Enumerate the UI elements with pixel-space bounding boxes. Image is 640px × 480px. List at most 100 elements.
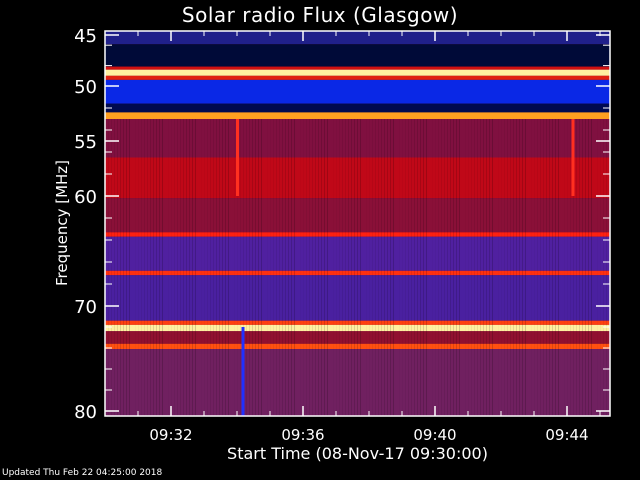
y-axis-label: Frequency [MHz] [53, 159, 71, 287]
texture-streak [591, 119, 592, 416]
texture-streak [432, 119, 433, 416]
texture-streak [174, 119, 175, 416]
texture-streak [351, 119, 352, 416]
updated-timestamp: Updated Thu Feb 22 04:25:00 2018 [2, 468, 163, 478]
texture-streak [381, 119, 382, 416]
texture-streak [258, 119, 259, 416]
texture-streak [228, 119, 229, 416]
texture-streak [315, 119, 316, 416]
texture-streak [522, 119, 523, 416]
texture-streak [564, 119, 565, 416]
texture-streak [576, 119, 577, 416]
texture-streak [183, 119, 184, 416]
frequency-band [105, 75, 610, 80]
y-tick-label: 50 [74, 77, 97, 98]
x-axis-label: Start Time (08-Nov-17 09:30:00) [227, 444, 488, 463]
frequency-band [105, 236, 610, 271]
texture-streak [558, 119, 559, 416]
texture-streak [324, 119, 325, 416]
texture-streak [207, 119, 208, 416]
texture-streak [345, 119, 346, 416]
texture-streak [540, 119, 541, 416]
texture-streak [504, 119, 505, 416]
texture-streak [537, 119, 538, 416]
texture-streak [357, 119, 358, 416]
texture-streak [393, 119, 394, 416]
texture-streak [162, 119, 163, 416]
texture-streak [267, 119, 268, 416]
texture-streak [252, 119, 253, 416]
texture-streak [471, 119, 472, 416]
texture-streak [582, 119, 583, 416]
texture-streak [159, 119, 160, 416]
y-tick-label: 55 [74, 132, 97, 153]
texture-streak [555, 119, 556, 416]
texture-streak [249, 119, 250, 416]
texture-streak [447, 119, 448, 416]
texture-streak [204, 119, 205, 416]
texture-streak [423, 119, 424, 416]
texture-streak [117, 119, 118, 416]
texture-streak [510, 119, 511, 416]
y-tick-label: 60 [74, 187, 97, 208]
texture-streak [240, 119, 241, 416]
texture-streak [600, 119, 601, 416]
texture-streak [120, 119, 121, 416]
frequency-band [105, 275, 610, 321]
texture-streak [501, 119, 502, 416]
texture-streak [387, 119, 388, 416]
texture-streak [126, 119, 127, 416]
texture-streak [318, 119, 319, 416]
texture-streak [312, 119, 313, 416]
texture-streak [465, 119, 466, 416]
y-tick-label: 80 [74, 402, 97, 423]
texture-streak [156, 119, 157, 416]
texture-streak [402, 119, 403, 416]
texture-streak [189, 119, 190, 416]
texture-streak [426, 119, 427, 416]
frequency-band [105, 331, 610, 344]
texture-streak [327, 119, 328, 416]
texture-streak [546, 119, 547, 416]
frequency-band [105, 112, 610, 119]
texture-streak [603, 119, 604, 416]
texture-streak [123, 119, 124, 416]
texture-streak [438, 119, 439, 416]
texture-streak [468, 119, 469, 416]
texture-streak [216, 119, 217, 416]
texture-streak [180, 119, 181, 416]
texture-streak [417, 119, 418, 416]
frequency-band [105, 343, 610, 350]
texture-streak [366, 119, 367, 416]
texture-streak [498, 119, 499, 416]
texture-streak [411, 119, 412, 416]
texture-streak [570, 119, 571, 416]
frequency-band [105, 324, 610, 332]
texture-streak [147, 119, 148, 416]
frequency-band [105, 198, 610, 233]
x-tick-label: 09:32 [149, 426, 192, 444]
texture-streak [273, 119, 274, 416]
texture-streak [321, 119, 322, 416]
texture-streak [414, 119, 415, 416]
texture-streak [255, 119, 256, 416]
texture-streak [552, 119, 553, 416]
texture-streak [480, 119, 481, 416]
texture-streak [492, 119, 493, 416]
texture-streak [579, 119, 580, 416]
texture-streak [360, 119, 361, 416]
texture-streak [270, 119, 271, 416]
texture-streak [606, 119, 607, 416]
texture-streak [288, 119, 289, 416]
texture-streak [285, 119, 286, 416]
texture-streak [336, 119, 337, 416]
frequency-band [105, 66, 610, 70]
texture-streak [243, 119, 244, 416]
frequency-band [105, 119, 610, 158]
texture-streak [171, 119, 172, 416]
frequency-band [105, 349, 610, 416]
texture-streak [534, 119, 535, 416]
plot-frame [104, 30, 611, 417]
texture-streak [543, 119, 544, 416]
